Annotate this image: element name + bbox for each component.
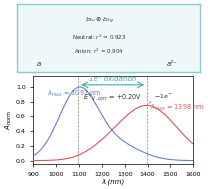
X-axis label: λ (nm): λ (nm) [102, 178, 125, 185]
Text: $\lambda_{max}$ = 1398 nm: $\lambda_{max}$ = 1398 nm [150, 103, 204, 113]
Text: a: a [36, 61, 41, 67]
Text: 1e⁻ oxidation: 1e⁻ oxidation [89, 76, 136, 82]
Text: $\lambda_{max}$ = 1097 nm: $\lambda_{max}$ = 1097 nm [47, 89, 101, 99]
Text: a²⁻: a²⁻ [167, 61, 178, 67]
Text: Neutral: $r^2$ = 0.923: Neutral: $r^2$ = 0.923 [72, 33, 126, 43]
Text: $E°'_{V,corr}$ = +0.20V: $E°'_{V,corr}$ = +0.20V [83, 91, 142, 102]
Text: $b_{3u} \oplus b_{2g}$: $b_{3u} \oplus b_{2g}$ [85, 16, 113, 26]
Y-axis label: $A_\mathrm{norm}$: $A_\mathrm{norm}$ [4, 110, 14, 130]
Text: Anion: $r^2$ = 0.904: Anion: $r^2$ = 0.904 [74, 47, 124, 56]
Text: $\mathsf{-1e^-}$: $\mathsf{-1e^-}$ [154, 92, 174, 100]
